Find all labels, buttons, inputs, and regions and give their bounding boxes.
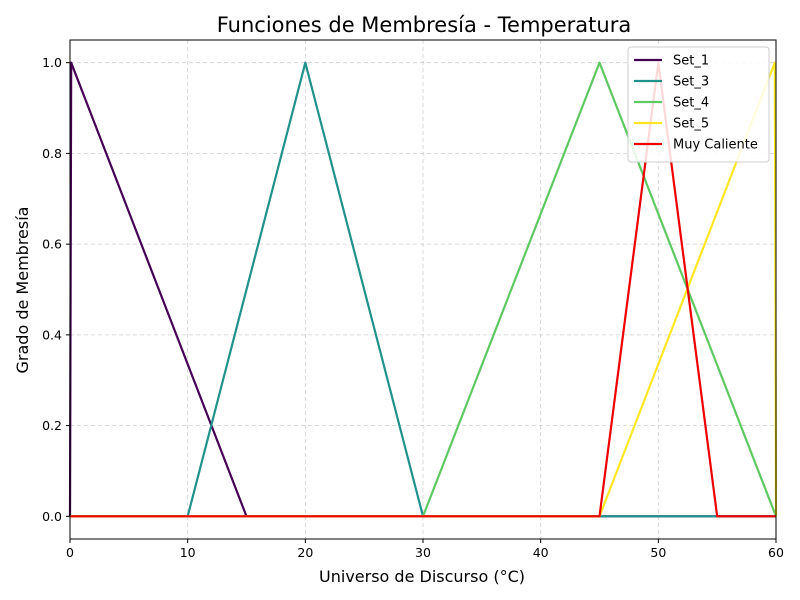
y-axis-ticks: 0.0 0.2 0.4 0.6 0.8 1.0: [42, 55, 70, 524]
y-tick-label: 0.0: [42, 509, 62, 524]
y-axis-title: Grado de Membresía: [13, 207, 32, 374]
x-tick-label: 50: [650, 545, 666, 560]
x-axis-ticks: 0 10 20 30 40 50 60: [66, 539, 784, 560]
x-tick-label: 20: [297, 545, 313, 560]
legend: Set_1 Set_3 Set_4 Set_5 Muy Caliente: [627, 46, 770, 163]
x-tick-label: 60: [768, 545, 784, 560]
x-tick-label: 10: [180, 545, 196, 560]
legend-box: [627, 46, 770, 163]
legend-label: Set_4: [673, 96, 709, 111]
legend-label: Set_3: [673, 75, 709, 90]
y-tick-label: 0.2: [42, 418, 62, 433]
x-axis-title: Universo de Discurso (°C): [319, 567, 525, 586]
x-tick-label: 40: [533, 545, 549, 560]
y-tick-label: 0.4: [42, 327, 62, 342]
y-tick-label: 0.6: [42, 237, 62, 252]
x-tick-label: 0: [66, 545, 74, 560]
legend-label: Set_1: [673, 54, 709, 69]
legend-label: Muy Caliente: [673, 138, 758, 153]
legend-label: Set_5: [673, 117, 709, 132]
y-tick-label: 1.0: [42, 55, 62, 70]
chart-title: Funciones de Membresía - Temperatura: [217, 13, 631, 37]
y-tick-label: 0.8: [42, 146, 62, 161]
x-tick-label: 30: [415, 545, 431, 560]
